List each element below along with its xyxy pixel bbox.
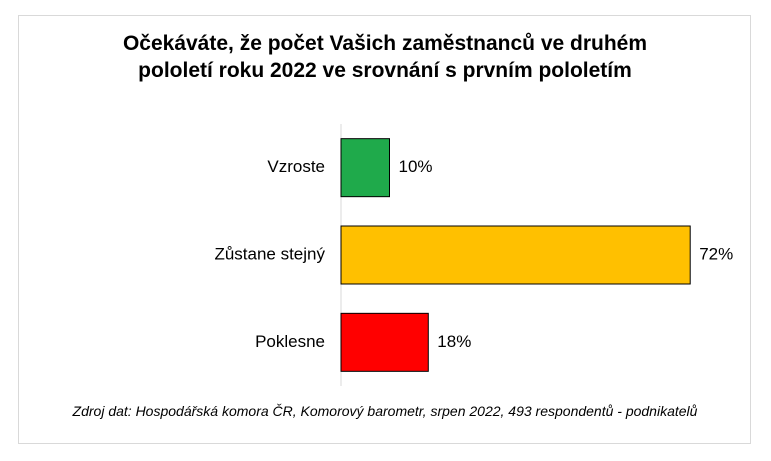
value-label: 72%: [699, 244, 733, 263]
bar: [340, 138, 390, 198]
value-label: 10%: [399, 157, 433, 176]
value-label: 18%: [437, 332, 471, 351]
chart-title: Očekáváte, že počet Vašich zaměstnanců v…: [122, 32, 648, 82]
chart-frame: [18, 15, 751, 444]
category-label: Poklesne: [255, 332, 325, 351]
source-note: Zdroj dat: Hospodářská komora ČR, Komoro…: [72, 403, 698, 419]
category-label: Zůstane stejný: [214, 244, 325, 263]
bar: [340, 225, 691, 285]
bar: [340, 312, 429, 372]
category-label: Vzroste: [267, 157, 325, 176]
